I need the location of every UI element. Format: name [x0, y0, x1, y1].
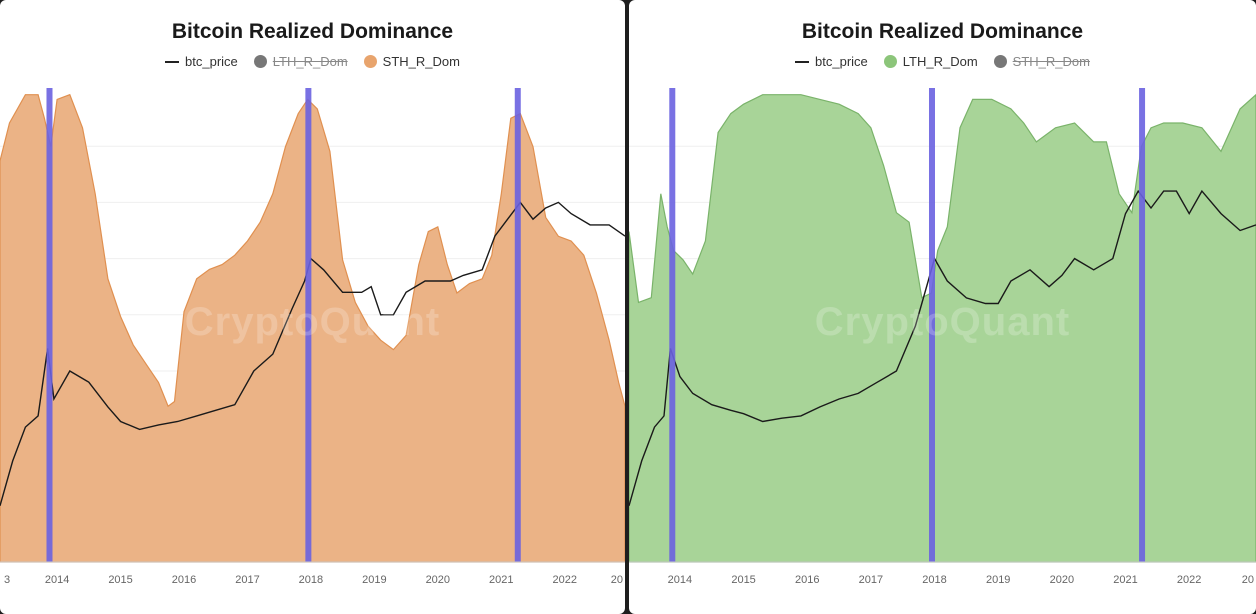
legend-item-lth[interactable]: LTH_R_Dom: [253, 54, 348, 69]
legend-label: btc_price: [815, 54, 868, 69]
x-tick-label: 2018: [299, 574, 323, 586]
x-tick-label: 20: [1242, 574, 1254, 586]
x-tick-label: 3: [4, 574, 10, 586]
legend-left: btc_price LTH_R_Dom STH_R_Dom: [0, 54, 625, 69]
legend-item-btc-price[interactable]: btc_price: [795, 54, 868, 69]
x-tick-label: 2015: [731, 574, 755, 586]
chart-panel-left: Bitcoin Realized Dominance btc_price LTH…: [0, 0, 625, 614]
legend-label: STH_R_Dom: [1012, 54, 1090, 69]
x-tick-label: 2022: [552, 574, 576, 586]
legend-item-sth[interactable]: STH_R_Dom: [993, 54, 1090, 69]
legend-label: LTH_R_Dom: [902, 54, 978, 69]
cycle-marker-line: [669, 88, 676, 562]
cycle-marker-line: [928, 88, 935, 562]
x-tick-label: 2016: [172, 574, 196, 586]
legend-line-icon: [165, 60, 180, 63]
credit-badge: @ Hitp96: [1144, 586, 1250, 610]
legend-line-icon: [795, 60, 810, 63]
cycle-marker-line: [46, 88, 53, 562]
legend-dot-icon: [253, 55, 267, 68]
x-tick-label: 2014: [45, 574, 69, 586]
x-tick-label: 2017: [235, 574, 259, 586]
x-tick-label: 2014: [668, 574, 692, 586]
plot-area-right: 2014 2015 2016 2017 2018 2019 2020 2021 2022 20: [629, 88, 1256, 586]
watermark-left: CryptoQuant: [184, 300, 441, 344]
legend-label: LTH_R_Dom: [272, 54, 348, 69]
x-tick-label: 2021: [1113, 574, 1137, 586]
plot-area-left: 3 2014 2015 2016 2017 2018 2019 2020 2021 2022 20: [0, 88, 625, 586]
chart-title-right: Bitcoin Realized Dominance: [801, 20, 1084, 43]
x-tick-label: 2019: [986, 574, 1010, 586]
legend-dot-icon: [363, 55, 377, 68]
x-tick-label: 2020: [426, 574, 450, 586]
legend-item-btc-price[interactable]: btc_price: [165, 54, 238, 69]
x-tick-label: 20: [611, 574, 623, 586]
legend-dot-icon: [883, 55, 897, 68]
legend-right: btc_price LTH_R_Dom STH_R_Dom: [629, 54, 1256, 69]
x-tick-label: 2017: [859, 574, 883, 586]
area-series-STH_R_Dom: [0, 93, 625, 563]
cycle-marker-line: [1139, 88, 1146, 562]
x-tick-label: 2018: [922, 574, 946, 586]
watermark-right: CryptoQuant: [814, 300, 1071, 344]
legend-item-sth[interactable]: STH_R_Dom: [363, 54, 460, 69]
x-tick-label: 2016: [795, 574, 819, 586]
chart-panel-right: Bitcoin Realized Dominance btc_price LTH…: [629, 0, 1256, 614]
legend-item-lth[interactable]: LTH_R_Dom: [883, 54, 978, 69]
price-line-btc_price: [629, 189, 1256, 506]
credit-text: @ Hitp96: [1174, 587, 1250, 608]
chart-title-left: Bitcoin Realized Dominance: [171, 20, 454, 43]
legend-dot-icon: [993, 55, 1007, 68]
x-tick-label: 2015: [108, 574, 132, 586]
x-tick-label: 2021: [489, 574, 513, 586]
legend-label: STH_R_Dom: [382, 54, 460, 69]
cycle-marker-line: [305, 88, 312, 562]
binance-logo-icon: [1144, 586, 1169, 610]
x-tick-label: 2019: [362, 574, 386, 586]
cycle-marker-line: [514, 88, 521, 562]
x-tick-label: 2020: [1050, 574, 1074, 586]
x-tick-label: 2022: [1177, 574, 1201, 586]
legend-label: btc_price: [185, 54, 238, 69]
